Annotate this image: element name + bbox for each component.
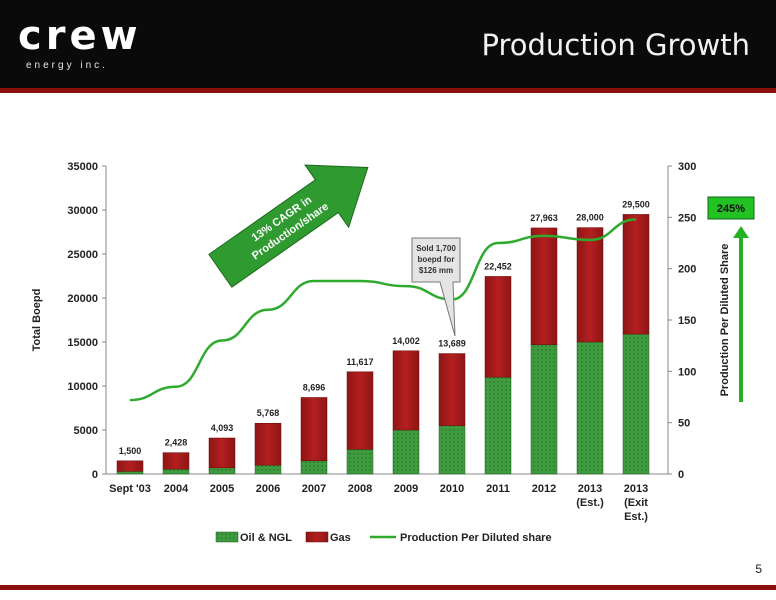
bar-gas: [484, 276, 512, 378]
sale-callout-text: Sold 1,700: [416, 244, 456, 253]
x-tick-label: 2008: [348, 483, 372, 495]
bar-gas: [392, 350, 420, 431]
y-tick-label: 25000: [67, 249, 98, 261]
bar-total-label: 14,002: [392, 336, 420, 346]
bar-total-label: 22,452: [484, 261, 512, 271]
x-tick-label: 2010: [440, 483, 464, 495]
bar-gas: [346, 371, 374, 450]
bar-oil-ngl: [208, 467, 236, 475]
bar-oil-ngl: [438, 425, 466, 475]
bar-total-label: 29,500: [622, 199, 650, 209]
x-tick-label: (Est.): [576, 497, 604, 509]
bar-gas: [530, 227, 558, 345]
y-axis-title: Total Boepd: [31, 289, 43, 352]
bar-oil-ngl: [346, 449, 374, 475]
legend-oil-label: Oil & NGL: [240, 532, 292, 544]
bar-oil-ngl: [162, 468, 190, 475]
x-tick-label: Est.): [624, 511, 648, 523]
bar-total-label: 8,696: [303, 382, 326, 392]
growth-arrow-icon: [733, 226, 749, 402]
bar-total-label: 11,617: [346, 357, 373, 367]
x-tick-label: 2004: [164, 483, 189, 495]
footer-divider: [0, 585, 776, 590]
y-tick-label: 0: [92, 469, 98, 481]
legend-gas-label: Gas: [330, 532, 351, 544]
bar-gas: [576, 227, 604, 343]
page-number: 5: [755, 562, 762, 576]
growth-badge: [707, 196, 755, 220]
bar-gas: [208, 437, 236, 469]
sale-callout-text: $126 mm: [419, 266, 453, 275]
bar-gas: [300, 397, 328, 462]
x-tick-label: 2011: [486, 483, 510, 495]
bar-oil-ngl: [116, 471, 144, 475]
x-tick-label: 2013: [578, 483, 602, 495]
y2-tick-label: 200: [678, 264, 696, 276]
bar-oil-ngl: [622, 333, 650, 475]
x-tick-label: 2009: [394, 483, 418, 495]
bar-gas: [254, 422, 282, 466]
legend-gas-swatch: [305, 531, 329, 543]
x-tick-label: Sept '03: [109, 483, 151, 495]
bar-oil-ngl: [576, 341, 604, 475]
y2-tick-label: 150: [678, 315, 696, 327]
header-bar: [0, 0, 776, 88]
bar-gas: [622, 214, 650, 335]
y-tick-label: 35000: [67, 161, 98, 173]
bar-total-label: 13,689: [438, 339, 466, 349]
bar-total-label: 5,768: [257, 408, 280, 418]
sale-callout-text: boepd for: [418, 255, 455, 264]
x-tick-label: 2012: [532, 483, 556, 495]
y2-tick-label: 300: [678, 161, 696, 173]
legend-oil-swatch: [215, 531, 239, 543]
cagr-arrow-shape: [208, 164, 369, 288]
legend-line-label: Production Per Diluted share: [400, 532, 552, 544]
bar-oil-ngl: [484, 376, 512, 475]
bar-oil-ngl: [530, 344, 558, 475]
bar-oil-ngl: [392, 429, 420, 475]
x-tick-label: 2006: [256, 483, 280, 495]
x-tick-label: (Exit: [624, 497, 648, 509]
bar-total-label: 27,963: [530, 213, 558, 223]
line-production-per-share: [129, 218, 637, 402]
y2-tick-label: 0: [678, 469, 684, 481]
sale-callout: [411, 237, 461, 337]
bar-total-label: 2,428: [165, 438, 188, 448]
y-tick-label: 30000: [67, 205, 98, 217]
y2-axis-title: Production Per Diluted Share: [719, 244, 731, 397]
bar-total-label: 4,093: [211, 423, 234, 433]
slide-title: Production Growth: [481, 28, 750, 62]
header-divider: [0, 88, 776, 93]
y2-tick-label: 250: [678, 212, 696, 224]
y2-tick-label: 50: [678, 418, 690, 430]
bar-total-label: 28,000: [576, 213, 604, 223]
x-tick-label: 2007: [302, 483, 326, 495]
y-tick-label: 20000: [67, 293, 98, 305]
crew-logo-subtitle: energy inc.: [26, 60, 108, 71]
y2-tick-label: 100: [678, 366, 696, 378]
x-tick-label: 2005: [210, 483, 234, 495]
bar-gas: [162, 452, 190, 470]
bar-oil-ngl: [300, 460, 328, 475]
bar-oil-ngl: [254, 464, 282, 475]
bar-gas: [438, 353, 466, 426]
x-tick-label: 2013: [624, 483, 648, 495]
y-tick-label: 5000: [74, 425, 98, 437]
y-tick-label: 15000: [67, 337, 98, 349]
bar-total-label: 1,500: [119, 446, 142, 456]
y-tick-label: 10000: [67, 381, 98, 393]
growth-badge-text: 245%: [717, 203, 745, 215]
crew-logo: crew: [18, 13, 142, 59]
bar-gas: [116, 460, 144, 472]
